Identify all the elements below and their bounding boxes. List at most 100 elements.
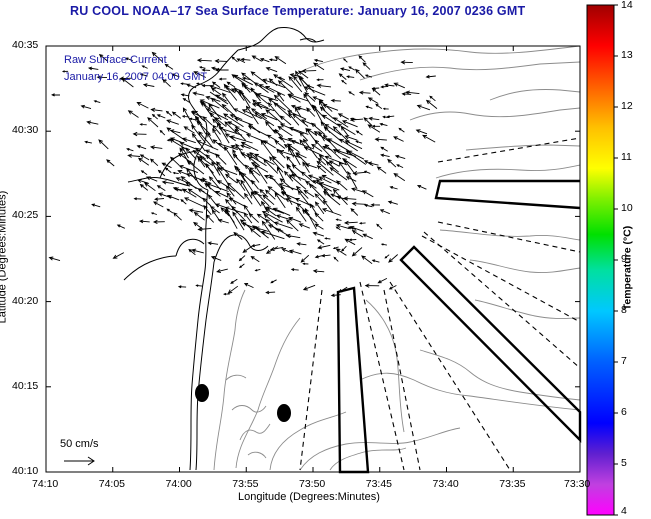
current-arrow <box>429 95 436 102</box>
current-arrow <box>361 255 373 265</box>
current-arrow <box>218 167 238 176</box>
current-arrow <box>393 136 404 142</box>
current-arrow <box>116 224 125 229</box>
current-arrow <box>193 211 205 221</box>
current-arrow <box>287 143 301 166</box>
current-arrow <box>180 199 187 205</box>
current-arrow <box>267 186 286 200</box>
current-arrow <box>201 83 211 88</box>
current-arrow <box>299 131 309 142</box>
current-arrow <box>234 128 247 141</box>
current-arrow <box>348 238 357 242</box>
current-arrow <box>84 140 92 144</box>
current-arrow <box>231 205 246 222</box>
current-arrow <box>380 153 390 158</box>
current-arrow <box>327 138 350 152</box>
current-arrow <box>313 62 325 71</box>
current-arrow <box>341 245 347 252</box>
current-arrow <box>286 110 307 120</box>
current-arrow <box>288 249 302 255</box>
current-arrow <box>172 171 179 175</box>
current-arrow <box>256 92 279 102</box>
current-arrow <box>143 182 156 192</box>
current-arrow <box>250 71 268 85</box>
current-arrow <box>251 102 275 112</box>
current-arrow <box>365 105 373 109</box>
current-arrow <box>309 203 317 214</box>
current-arrow <box>166 119 179 125</box>
current-arrow <box>192 91 205 96</box>
current-arrow <box>161 162 172 169</box>
current-arrow <box>224 173 238 184</box>
current-arrow <box>241 82 251 93</box>
current-arrow <box>288 174 307 190</box>
y-tick-label: 40:25 <box>12 209 39 222</box>
current-arrow <box>396 164 404 169</box>
current-arrow <box>274 56 287 65</box>
current-arrow <box>347 171 358 190</box>
current-arrow <box>288 126 309 135</box>
current-arrow <box>112 252 125 259</box>
current-arrow <box>151 51 163 63</box>
x-tick-label: 73:55 <box>232 478 259 490</box>
current-arrow <box>61 70 69 73</box>
current-arrow <box>374 137 387 142</box>
current-arrow <box>80 104 92 110</box>
current-arrow <box>355 130 363 136</box>
current-arrow <box>393 82 405 89</box>
current-arrow <box>136 102 149 109</box>
current-arrow <box>240 57 251 62</box>
current-arrow <box>394 154 406 160</box>
current-arrow <box>225 208 238 229</box>
current-arrow <box>269 156 284 173</box>
current-arrow <box>205 162 220 184</box>
current-arrow <box>239 90 251 109</box>
current-arrow <box>297 190 310 206</box>
current-arrow <box>364 74 373 78</box>
current-arrow <box>273 102 292 119</box>
current-arrow <box>273 74 294 88</box>
current-arrow <box>225 185 235 197</box>
current-arrow <box>291 173 307 181</box>
current-arrow <box>286 155 295 166</box>
current-arrow <box>367 161 379 166</box>
current-arrow <box>371 124 381 128</box>
current-arrow <box>244 164 254 175</box>
current-arrow <box>273 94 293 113</box>
current-arrow <box>351 247 363 257</box>
current-arrow <box>348 66 356 71</box>
y-tick-label: 40:20 <box>12 294 39 307</box>
current-arrow <box>308 183 326 201</box>
current-arrow <box>301 68 317 74</box>
surface-current-arrows <box>48 51 438 298</box>
current-arrow <box>363 170 371 174</box>
current-arrow <box>312 105 324 125</box>
current-arrow <box>127 153 141 158</box>
x-tick-label: 73:50 <box>299 478 326 490</box>
current-arrow <box>307 174 323 181</box>
current-arrow <box>211 81 221 88</box>
current-arrow <box>86 120 99 125</box>
current-arrow <box>388 285 397 290</box>
current-arrow <box>147 117 159 128</box>
current-arrow <box>268 98 286 111</box>
current-arrow <box>263 158 279 174</box>
current-arrow <box>262 78 286 89</box>
x-tick-label: 73:35 <box>499 478 526 490</box>
current-arrow <box>96 75 108 80</box>
current-arrow <box>88 66 99 71</box>
current-arrow <box>250 108 268 120</box>
current-arrow <box>126 148 134 152</box>
colorbar-tick-label: 5 <box>621 457 627 469</box>
current-arrow <box>328 160 340 167</box>
current-arrow <box>316 83 332 88</box>
current-arrow <box>139 154 150 161</box>
current-arrow <box>338 73 347 80</box>
current-arrow <box>310 122 326 135</box>
current-arrow <box>51 93 61 97</box>
current-arrow <box>377 277 388 284</box>
current-arrow <box>344 140 363 150</box>
current-arrow <box>336 180 348 191</box>
current-arrow <box>183 197 204 207</box>
current-arrow <box>234 126 251 135</box>
